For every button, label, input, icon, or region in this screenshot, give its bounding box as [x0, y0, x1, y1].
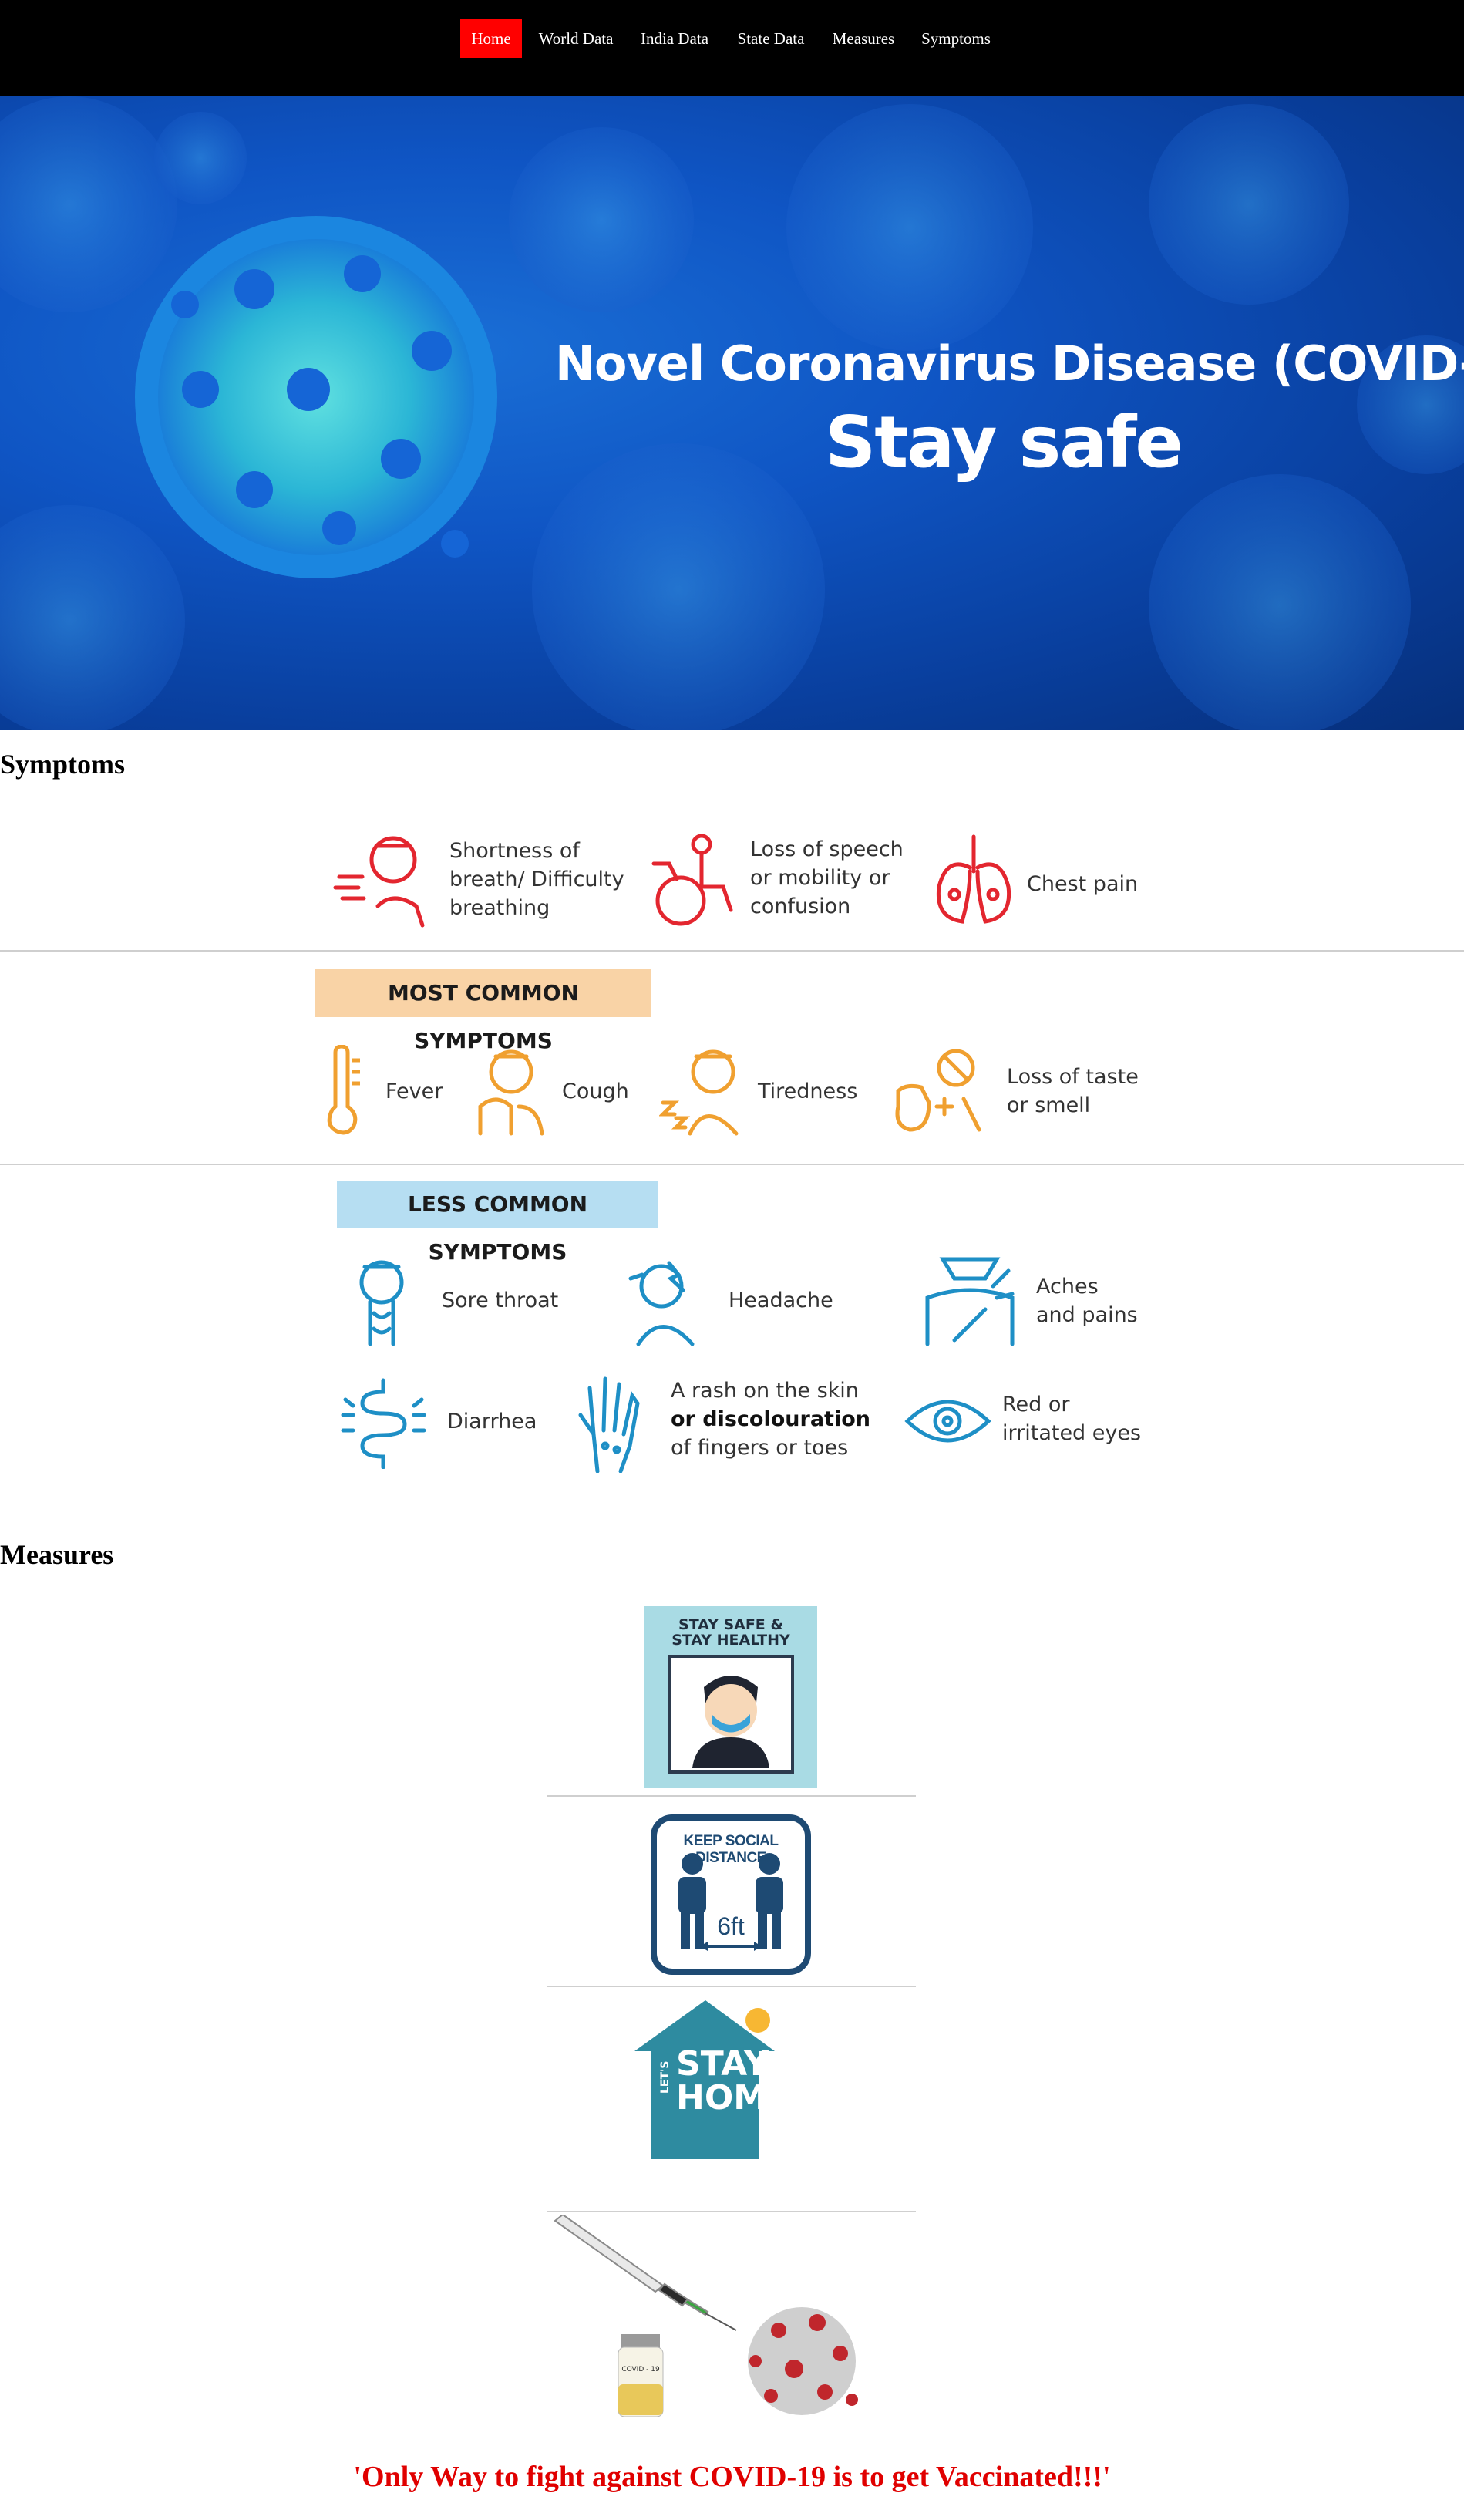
section-divider: [0, 950, 1464, 952]
stay-safe-card: STAY SAFE & STAY HEALTHY: [644, 1606, 817, 1788]
symptom-label: Diarrhea: [447, 1410, 537, 1434]
nav-india-data[interactable]: India Data: [640, 29, 709, 48]
top-navbar: Home World Data India Data State Data Me…: [0, 0, 1464, 96]
measures-heading: Measures: [0, 1539, 114, 1570]
measures-divider: [547, 2211, 916, 2212]
symptom-label: Aches and pains: [1036, 1275, 1138, 1327]
symptom-label: Sore throat: [442, 1289, 559, 1312]
virus-background-image: [0, 96, 1464, 730]
most-common-symptoms-badge: MOST COMMON SYMPTOMS: [315, 969, 651, 1053]
house-icon: [634, 2000, 775, 2159]
vaccine-card: COVID - 19: [547, 2213, 910, 2446]
stay-home-text: STAY HOME: [676, 2044, 791, 2117]
aches-icon: [925, 1257, 1015, 1346]
hero-banner: Novel Coronavirus Disease (COVID-19) Sta…: [0, 96, 1464, 730]
headache-icon: [628, 1261, 695, 1346]
tiredness-icon: [659, 1049, 739, 1136]
stay-home-card: LET'S STAY HOME: [628, 1997, 791, 2163]
social-distance-card: KEEP SOCIAL DISTANCE 6ft: [650, 1814, 812, 1976]
section-divider: [0, 1164, 1464, 1165]
symptom-label: A rash on the skin or discolouration of …: [671, 1379, 870, 1460]
lungs-icon: [936, 834, 1011, 924]
hero-subtitle: Stay safe: [825, 401, 1183, 483]
symptoms-heading: Symptoms: [0, 749, 126, 780]
mask-person-icon: [668, 1655, 794, 1774]
stay-home-small-text: LET'S: [659, 2060, 671, 2094]
taste-smell-icon: [895, 1049, 981, 1132]
nav-measures[interactable]: Measures: [832, 29, 895, 48]
symptom-label: Shortness of breath/ Difficulty breathin…: [449, 839, 624, 920]
vial-label: COVID - 19: [621, 2366, 660, 2373]
vaccine-syringe-icon: [554, 2213, 858, 2417]
nav-home[interactable]: Home: [460, 19, 522, 58]
thermometer-icon: [327, 1045, 360, 1135]
diarrhea-icon: [341, 1378, 426, 1469]
measures-divider: [547, 1986, 916, 1987]
nav-symptoms[interactable]: Symptoms: [921, 29, 991, 48]
symptom-label: Headache: [729, 1289, 833, 1312]
symptom-label: Loss of speech or mobility or confusion: [750, 837, 904, 918]
nav-world-data[interactable]: World Data: [538, 29, 614, 48]
symptom-label: Cough: [562, 1080, 629, 1103]
symptom-label: Loss of taste or smell: [1007, 1065, 1139, 1117]
social-distance-icon: [651, 1814, 811, 1975]
cough-icon: [478, 1049, 544, 1136]
wheelchair-icon: [651, 834, 733, 926]
measures-divider: [547, 1795, 916, 1797]
less-common-symptoms-badge: LESS COMMON SYMPTOMS: [337, 1181, 658, 1265]
vaccination-message: 'Only Way to fight against COVID-19 is t…: [353, 2461, 1111, 2493]
breathing-icon: [333, 836, 425, 928]
symptom-label: Fever: [385, 1080, 443, 1103]
hero-title: Novel Coronavirus Disease (COVID-19): [555, 335, 1464, 392]
eye-icon: [904, 1400, 991, 1443]
stay-safe-text: STAY SAFE & STAY HEALTHY: [671, 1616, 790, 1649]
nav-state-data[interactable]: State Data: [737, 29, 805, 48]
symptom-label: Chest pain: [1027, 872, 1139, 896]
hand-rash-icon: [578, 1376, 640, 1473]
social-distance-text: KEEP SOCIAL DISTANCE: [683, 1833, 779, 1866]
sore-throat-icon: [359, 1260, 404, 1346]
distance-label: 6ft: [717, 1912, 745, 1940]
symptom-label: Red or irritated eyes: [1002, 1393, 1142, 1445]
symptom-label: Tiredness: [758, 1080, 858, 1103]
